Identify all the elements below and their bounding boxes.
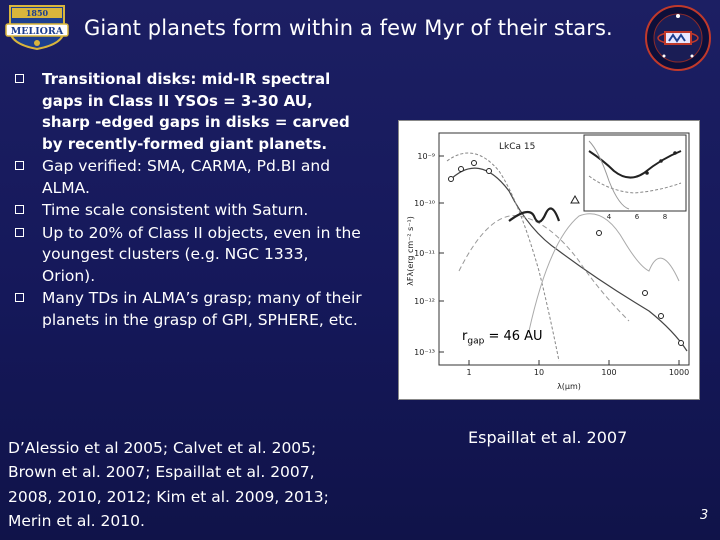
ytick-label: 10⁻¹²: [414, 297, 435, 306]
xtick-label: 1000: [669, 368, 689, 377]
bullet-text: Gap verified: SMA, CARMA, Pd.BI and ALMA…: [42, 157, 331, 197]
x-axis-label: λ(μm): [557, 382, 581, 391]
figure-caption: Espaillat et al. 2007: [468, 428, 628, 447]
bullet-text: Up to 20% of Class II objects, even in t…: [42, 223, 361, 285]
inset-xtick-label: 8: [663, 213, 667, 221]
university-logo: 1850 MELIORA: [4, 4, 70, 51]
checkbox-bullet-icon: [15, 227, 24, 237]
bullet-list: Transitional disks: mid-IR spectral gaps…: [12, 69, 364, 332]
bullet-text: Many TDs in ALMA’s grasp; many of their …: [42, 289, 362, 329]
bullet-text: Transitional disks: mid-IR spectral gaps…: [42, 70, 350, 153]
inset-xtick-label: 4: [607, 213, 612, 221]
inset-xtick-label: 6: [635, 213, 640, 221]
ytick-label: 10⁻⁹: [417, 152, 435, 161]
slide-number: 3: [700, 508, 709, 523]
gap-label-r: r: [462, 329, 468, 344]
seal-logo: [644, 4, 712, 72]
logo-text: MELIORA: [11, 26, 64, 37]
checkbox-bullet-icon: [15, 161, 24, 170]
bullet-item: Up to 20% of Class II objects, even in t…: [12, 223, 364, 288]
checkbox-bullet-icon: [15, 74, 24, 83]
ytick-label: 10⁻¹³: [414, 348, 435, 357]
bullet-item: Many TDs in ALMA’s grasp; many of their …: [12, 288, 364, 331]
gap-radius-label: rgap = 46 AU: [462, 329, 543, 347]
bullet-item: Time scale consistent with Saturn.: [12, 200, 364, 222]
logo-year: 1850: [26, 8, 49, 18]
gap-label-value: = 46 AU: [484, 329, 543, 344]
bullet-text: Time scale consistent with Saturn.: [42, 201, 309, 219]
y-axis-label: λFλ(erg cm⁻² s⁻¹): [406, 216, 415, 286]
ytick-label: 10⁻¹⁰: [414, 199, 435, 208]
page-title: Giant planets form within a few Myr of t…: [84, 16, 613, 40]
bullet-item: Transitional disks: mid-IR spectral gaps…: [12, 69, 364, 155]
object-label: LkCa 15: [499, 142, 535, 152]
xtick-label: 1: [466, 368, 471, 377]
gap-label-sub: gap: [467, 336, 485, 347]
sed-figure: 10⁻⁹ 10⁻¹⁰ 10⁻¹¹ 10⁻¹² 10⁻¹³ 1 10 100 10…: [398, 120, 700, 400]
references-text: D’Alessio et al 2005; Calvet et al. 2005…: [8, 439, 329, 530]
bullet-item: Gap verified: SMA, CARMA, Pd.BI and ALMA…: [12, 156, 364, 199]
ytick-label: 10⁻¹¹: [414, 249, 435, 258]
checkbox-bullet-icon: [15, 293, 24, 302]
xtick-label: 10: [534, 368, 544, 377]
checkbox-bullet-icon: [15, 205, 24, 214]
xtick-label: 100: [601, 368, 616, 377]
